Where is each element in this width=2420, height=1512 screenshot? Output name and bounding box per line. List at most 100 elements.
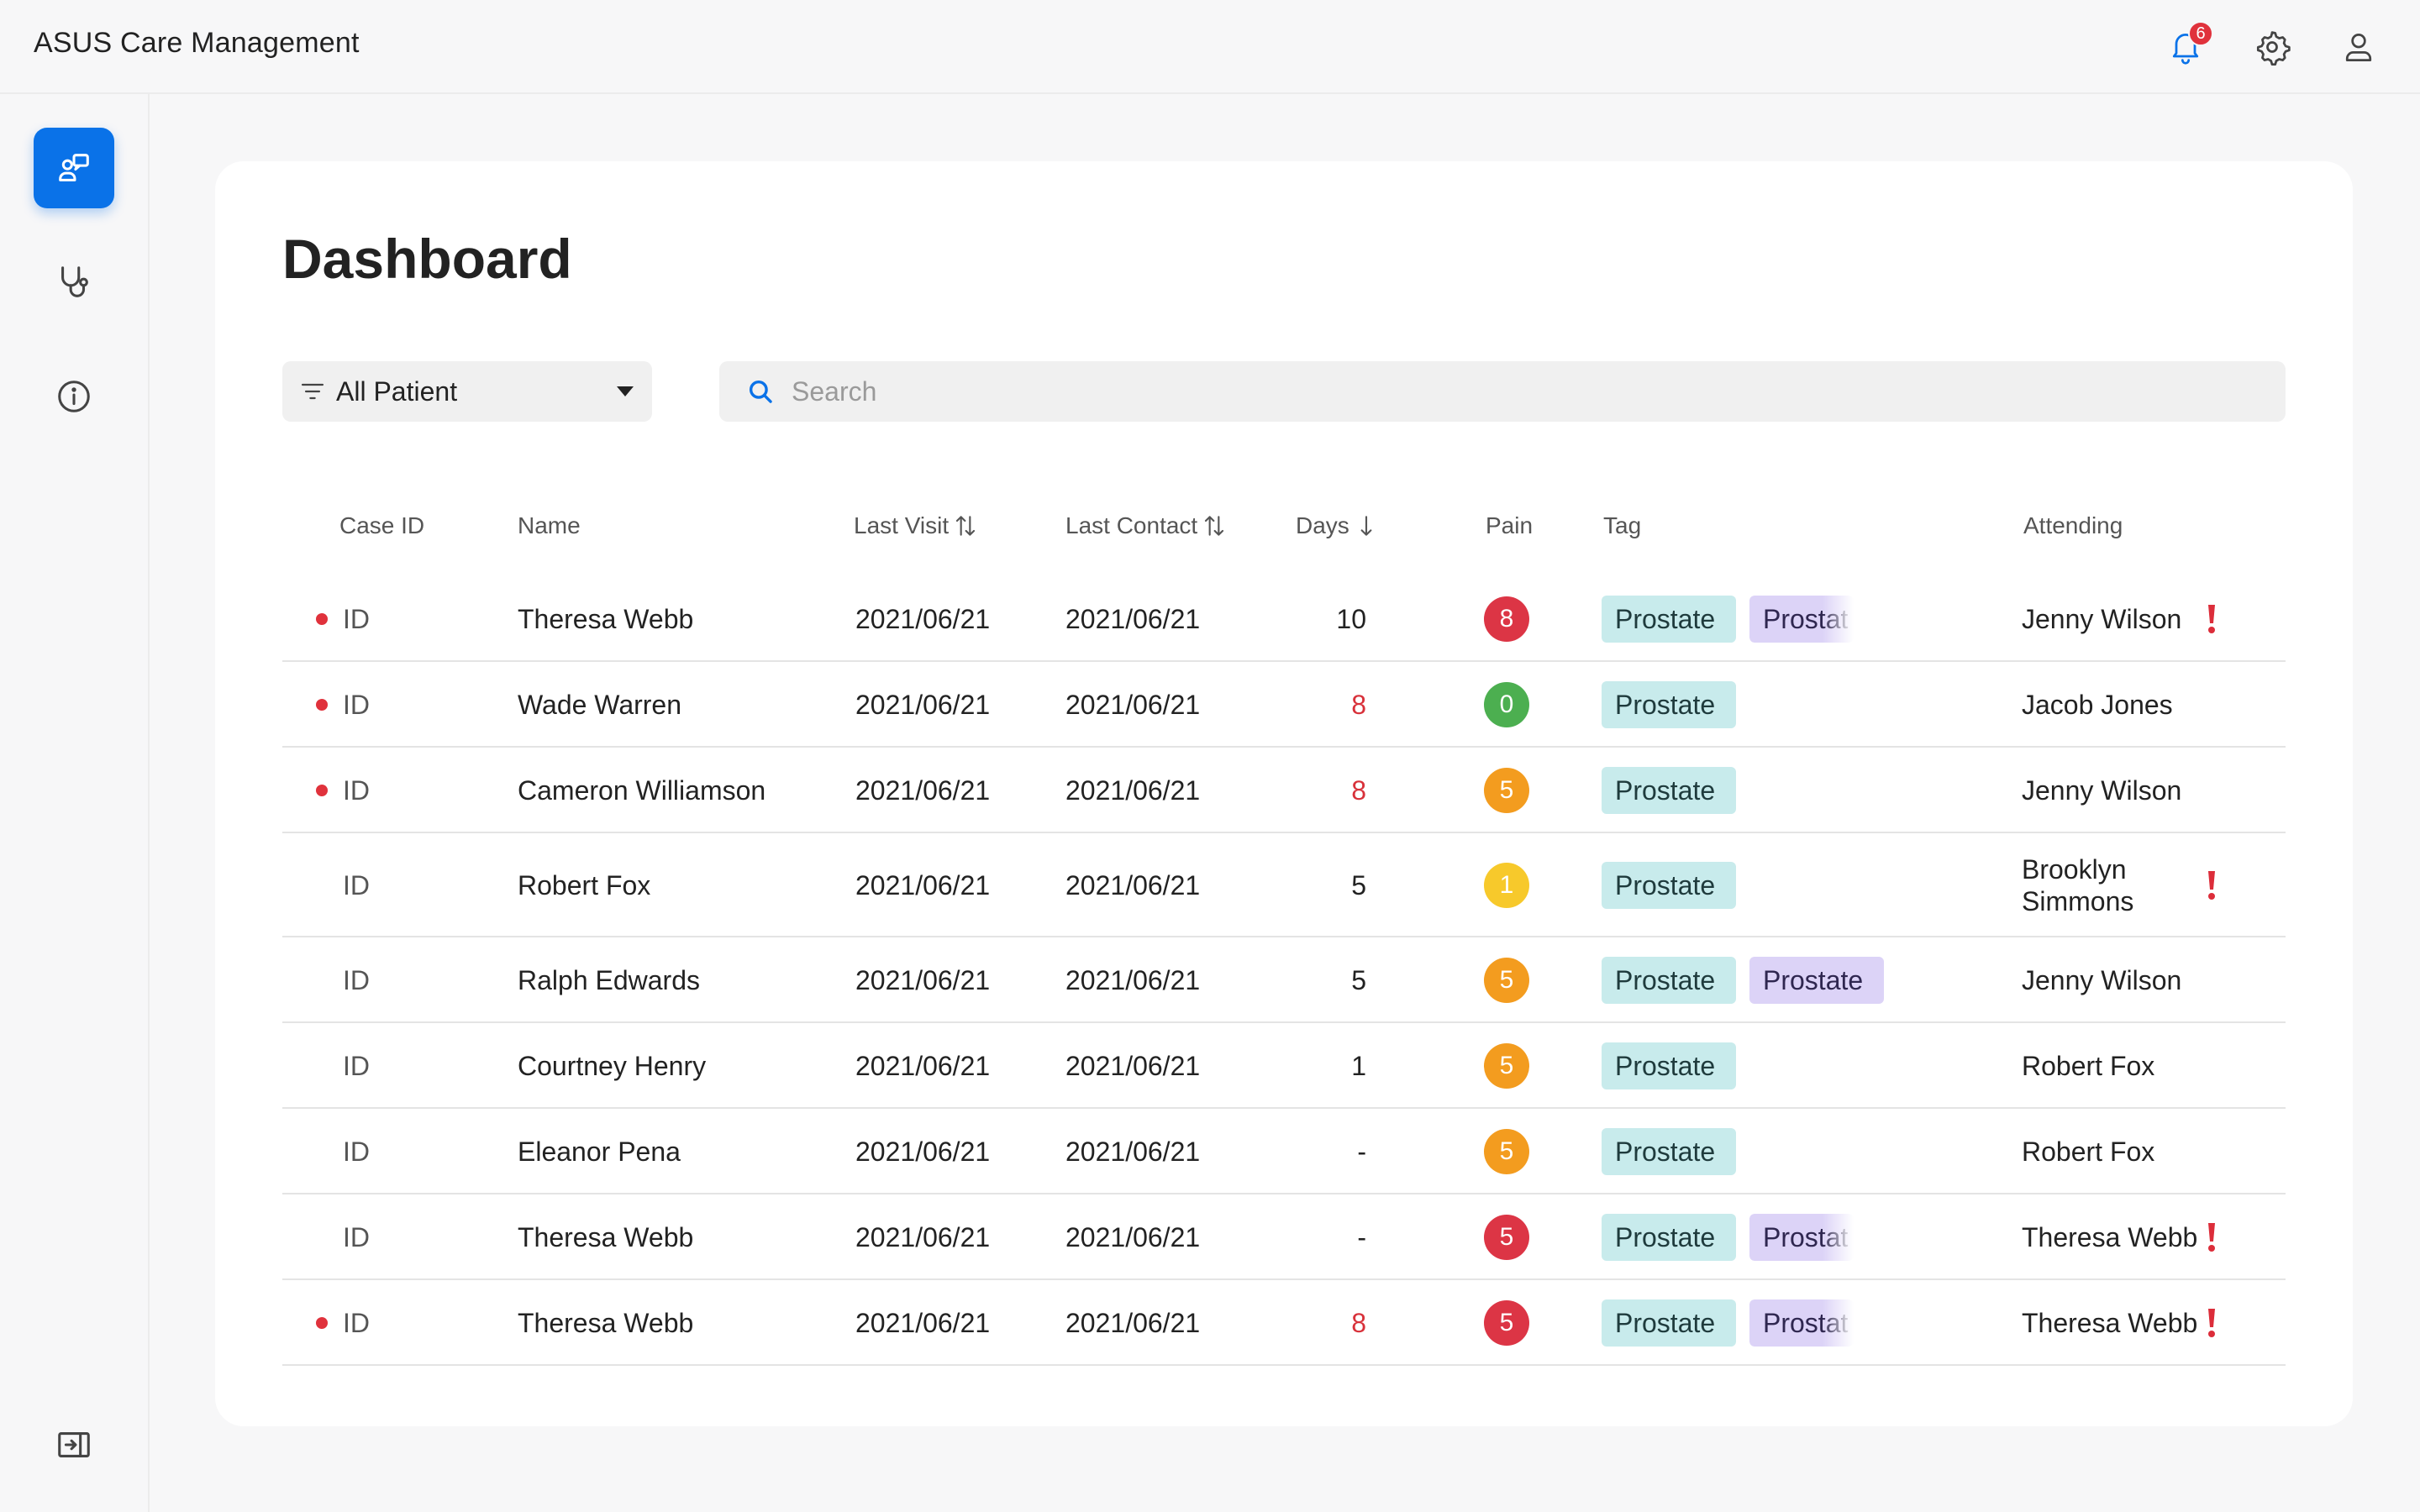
days-value: 8 <box>1351 690 1366 720</box>
table-row[interactable]: ID Theresa Webb 2021/06/21 2021/06/21 10 8 Pro… <box>282 576 2286 662</box>
patient-name[interactable]: Cameron Williamson <box>518 775 766 806</box>
header-name[interactable]: Name <box>518 512 581 538</box>
unread-indicator <box>316 785 328 796</box>
collapse-sidebar-icon <box>58 1432 90 1457</box>
table-row[interactable]: ID Courtney Henry 2021/06/21 2021/06/21 1 5 Pr… <box>282 1023 2286 1109</box>
patient-name[interactable]: Eleanor Pena <box>518 1137 681 1167</box>
last-contact: 2021/06/21 <box>1065 1222 1201 1252</box>
table-row[interactable]: ID Eleanor Pena 2021/06/21 2021/06/21 - 5 Pros… <box>282 1109 2286 1194</box>
unread-indicator <box>316 1317 328 1329</box>
attending-name: Jenny Wilson <box>2022 775 2182 806</box>
sidebar-item-care-management[interactable] <box>34 128 114 208</box>
last-visit: 2021/06/21 <box>855 1137 991 1167</box>
table-row[interactable]: ID Wade Warren 2021/06/21 2021/06/21 8 0 Prost… <box>282 662 2286 748</box>
case-id: ID <box>343 965 370 995</box>
case-id: ID <box>343 1051 370 1081</box>
header-last-contact-label: Last Contact <box>1065 512 1198 538</box>
tag-chip[interactable]: Prostat <box>1749 1299 1854 1347</box>
header-pain[interactable]: Pain <box>1486 512 1534 538</box>
user-profile-button[interactable] <box>2334 23 2383 71</box>
table-row[interactable]: ID Robert Fox 2021/06/21 2021/06/21 5 1 Prosta… <box>282 833 2286 937</box>
app-title: ASUS Care Management <box>34 27 360 59</box>
notifications-button[interactable]: 6 <box>2161 21 2213 71</box>
case-id: ID <box>343 1222 370 1252</box>
tag-chip[interactable]: Prostate <box>1602 767 1736 814</box>
header-tag[interactable]: Tag <box>1603 512 1642 538</box>
pain-badge: 5 <box>1484 1129 1529 1174</box>
care-management-icon <box>59 154 89 181</box>
patient-name[interactable]: Theresa Webb <box>518 604 694 634</box>
tag-chip[interactable]: Prostate <box>1602 957 1736 1004</box>
settings-button[interactable] <box>2248 23 2296 71</box>
days-value: 1 <box>1351 1051 1366 1081</box>
filter-icon <box>301 383 324 400</box>
tag-chip[interactable]: Prostate <box>1602 1299 1736 1347</box>
header-case-id[interactable]: Case ID <box>339 512 425 538</box>
last-visit: 2021/06/21 <box>855 604 991 634</box>
table-row[interactable]: ID Theresa Webb 2021/06/21 2021/06/21 8 5 Pros… <box>282 1280 2286 1366</box>
tag-chip[interactable]: Prostate <box>1602 596 1736 643</box>
chevron-down-icon <box>617 386 634 396</box>
filter-label: All Patient <box>336 375 458 407</box>
sort-icon <box>956 516 976 536</box>
last-contact: 2021/06/21 <box>1065 604 1201 634</box>
days-value: - <box>1357 1137 1366 1167</box>
pain-badge: 5 <box>1484 958 1529 1003</box>
tag-chip[interactable]: Prostate <box>1602 681 1736 728</box>
patient-name[interactable]: Robert Fox <box>518 870 651 900</box>
pain-badge: 5 <box>1484 768 1529 813</box>
alert-icon <box>2208 1223 2215 1252</box>
table-row[interactable]: ID Theresa Webb 2021/06/21 2021/06/21 - 5 Pros… <box>282 1194 2286 1280</box>
attending-name: Jenny Wilson <box>2022 965 2182 995</box>
last-contact: 2021/06/21 <box>1065 1137 1201 1167</box>
stethoscope-icon <box>61 266 88 297</box>
patient-name[interactable]: Wade Warren <box>518 690 682 720</box>
sort-icon <box>1205 516 1224 536</box>
last-contact: 2021/06/21 <box>1065 690 1201 720</box>
attending-name: Theresa Webb <box>2022 1222 2198 1252</box>
header-last-contact[interactable]: Last Contact <box>1065 512 1228 539</box>
unread-indicator <box>316 613 328 625</box>
pain-badge: 5 <box>1484 1043 1529 1089</box>
search-input[interactable] <box>792 375 2220 407</box>
collapse-sidebar-button[interactable] <box>34 1404 114 1485</box>
patient-name[interactable]: Courtney Henry <box>518 1051 707 1081</box>
patient-table: Case ID Name Last Visit Last Contact Day… <box>282 487 2286 1366</box>
last-visit: 2021/06/21 <box>855 690 991 720</box>
sidebar-item-info[interactable] <box>34 356 114 437</box>
case-id: ID <box>343 690 370 720</box>
patient-filter-dropdown[interactable]: All Patient <box>282 361 652 422</box>
top-header: ASUS Care Management 6 <box>0 0 2420 94</box>
last-contact: 2021/06/21 <box>1065 965 1201 995</box>
tag-chip[interactable]: Prostate <box>1602 1214 1736 1261</box>
days-value: 8 <box>1351 775 1366 806</box>
last-visit: 2021/06/21 <box>855 870 991 900</box>
last-visit: 2021/06/21 <box>855 775 991 806</box>
patient-name[interactable]: Theresa Webb <box>518 1308 694 1338</box>
days-value: 5 <box>1351 965 1366 995</box>
attending-name: Brooklyn Simmons <box>2022 854 2134 916</box>
tag-chip[interactable]: Prostate <box>1749 957 1884 1004</box>
sidebar-item-clinical[interactable] <box>34 242 114 323</box>
case-id: ID <box>343 1137 370 1167</box>
tag-chip[interactable]: Prostat <box>1749 1214 1854 1261</box>
tag-chip[interactable]: Prostat <box>1749 596 1854 643</box>
pain-badge: 5 <box>1484 1215 1529 1260</box>
tag-chip[interactable]: Prostate <box>1602 1128 1736 1175</box>
last-visit: 2021/06/21 <box>855 1222 991 1252</box>
info-icon <box>58 381 90 412</box>
table-row[interactable]: ID Cameron Williamson 2021/06/21 2021/06/21… <box>282 748 2286 833</box>
header-attending[interactable]: Attending <box>2023 512 2123 538</box>
dashboard-card: Dashboard All Patient Case ID Name Last … <box>215 161 2353 1426</box>
attending-name: Robert Fox <box>2022 1051 2155 1081</box>
patient-name[interactable]: Theresa Webb <box>518 1222 694 1252</box>
tag-chip[interactable]: Prostate <box>1602 862 1736 909</box>
patient-name[interactable]: Ralph Edwards <box>518 965 700 995</box>
header-days[interactable]: Days <box>1296 512 1380 539</box>
days-value: 10 <box>1336 604 1366 634</box>
header-last-visit[interactable]: Last Visit <box>854 512 979 539</box>
tag-chip[interactable]: Prostate <box>1602 1042 1736 1089</box>
table-row[interactable]: ID Ralph Edwards 2021/06/21 2021/06/21 5 5 Pro… <box>282 937 2286 1023</box>
pain-badge: 8 <box>1484 596 1529 642</box>
attending-name: Jenny Wilson <box>2022 604 2182 634</box>
